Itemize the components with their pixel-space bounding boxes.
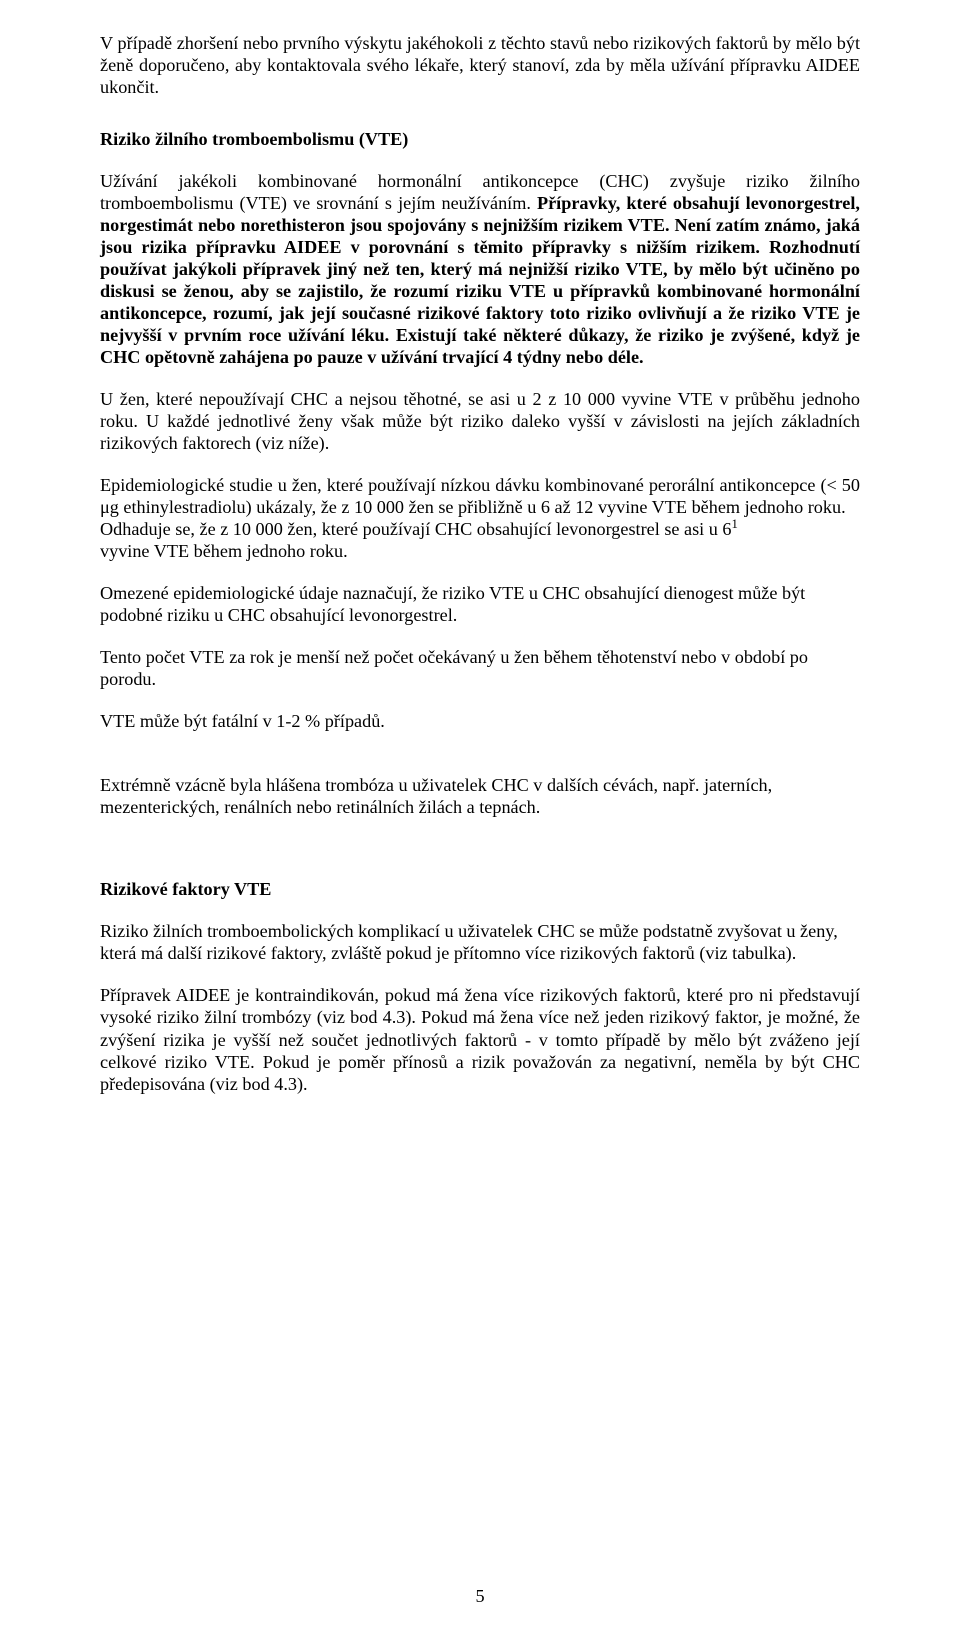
spacer: [100, 118, 860, 128]
paragraph-dienogest: Omezené epidemiologické údaje naznačují,…: [100, 582, 860, 626]
spacer: [100, 838, 860, 878]
paragraph-levonorgestrel-estimate: Odhaduje se, že z 10 000 žen, které použ…: [100, 518, 860, 562]
paragraph-intro: V případě zhoršení nebo prvního výskytu …: [100, 32, 860, 98]
paragraph-risk-increase: Riziko žilních tromboembolických komplik…: [100, 920, 860, 964]
paragraph-other-vessels: Extrémně vzácně byla hlášena trombóza u …: [100, 774, 860, 818]
text-span: Odhaduje se, že z 10 000 žen, které použ…: [100, 519, 732, 539]
document-page: V případě zhoršení nebo prvního výskytu …: [0, 0, 960, 1643]
paragraph-vte-overview: Užívání jakékoli kombinované hormonální …: [100, 170, 860, 368]
paragraph-pregnancy-compare: Tento počet VTE za rok je menší než poče…: [100, 646, 860, 690]
page-number: 5: [0, 1585, 960, 1607]
text-span: vyvine VTE během jednoho roku.: [100, 541, 348, 561]
paragraph-nonuser-rate: U žen, které nepoužívají CHC a nejsou tě…: [100, 388, 860, 454]
paragraph-contraindication: Přípravek AIDEE je kontraindikován, poku…: [100, 984, 860, 1094]
paragraph-epi-studies: Epidemiologické studie u žen, které použ…: [100, 474, 860, 518]
paragraph-fatal-rate: VTE může být fatální v 1-2 % případů.: [100, 710, 860, 732]
footnote-ref: 1: [732, 517, 738, 531]
heading-vte-risk: Riziko žilního tromboembolismu (VTE): [100, 128, 860, 150]
text-span-bold: Přípravky, které obsahují levonorgestrel…: [100, 193, 860, 367]
spacer: [100, 752, 860, 774]
heading-risk-factors: Rizikové faktory VTE: [100, 878, 860, 900]
